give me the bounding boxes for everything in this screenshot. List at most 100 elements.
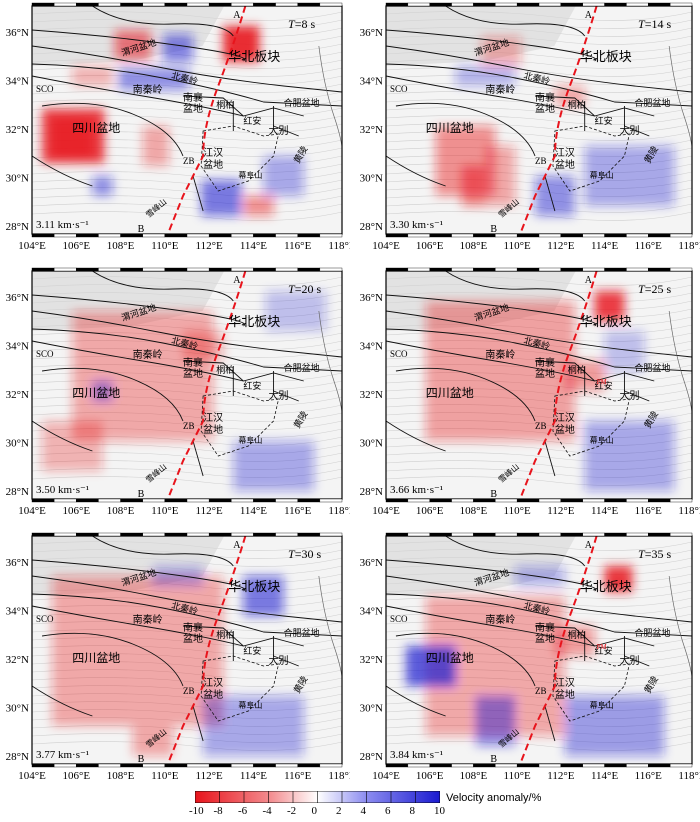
lat-tick-label: 34°N xyxy=(6,341,29,353)
lon-tick-label: 118°E xyxy=(328,505,350,517)
colorbar xyxy=(194,790,441,804)
lon-tick-label: 114°E xyxy=(240,770,267,782)
label-nanxiang: 南襄 xyxy=(183,621,203,634)
lon-tick-label: 110°E xyxy=(504,505,531,517)
gravity-gradient-line xyxy=(519,271,598,499)
label-north-china: 华北板块 xyxy=(580,49,632,64)
label-hongan: 红安 xyxy=(243,645,261,656)
label-b: B xyxy=(138,224,145,235)
reference-velocity: 3.66 km·s⁻¹ xyxy=(390,484,443,496)
period-label: T=14 s xyxy=(638,17,671,31)
label-nanxiang-2: 盆地 xyxy=(535,367,555,380)
lon-tick-label: 118°E xyxy=(678,505,700,517)
velocity-anomaly-field xyxy=(425,291,675,491)
label-a: A xyxy=(233,275,241,286)
label-jianghan-2: 盆地 xyxy=(203,423,223,436)
lon-tick-label: 108°E xyxy=(460,505,488,517)
label-jianghan: 江汉 xyxy=(203,677,223,689)
tectonic-boundary xyxy=(386,294,597,327)
colorbar-tick: 8 xyxy=(409,805,416,817)
colorbar-tick: -6 xyxy=(238,805,248,817)
label-hefei-basin: 合肥盆地 xyxy=(634,97,670,108)
lon-tick-label: 110°E xyxy=(504,240,531,252)
lon-tick-label: 116°E xyxy=(635,770,662,782)
tectonic-boundary xyxy=(386,420,446,452)
lon-tick-label: 114°E xyxy=(240,505,267,517)
label-a: A xyxy=(233,10,241,21)
tectonic-boundary xyxy=(386,45,692,93)
period-prefix: T xyxy=(638,547,646,561)
lon-tick-label: 112°E xyxy=(196,505,223,517)
lon-tick-label: 108°E xyxy=(460,770,488,782)
tectonic-boundary xyxy=(395,632,536,687)
gravity-gradient-line xyxy=(519,536,598,764)
tectonic-boundary xyxy=(32,155,93,187)
period-value: =30 s xyxy=(295,547,322,561)
lon-tick-label: 118°E xyxy=(678,770,700,782)
lat-tick-label: 34°N xyxy=(360,76,383,88)
label-south-qinling: 南秦岭 xyxy=(485,348,515,361)
label-zb: ZB xyxy=(535,686,547,696)
lon-tick-label: 106°E xyxy=(416,505,444,517)
gravity-gradient-line xyxy=(166,6,247,234)
lon-tick-label: 110°E xyxy=(151,770,178,782)
lat-tick-label: 36°N xyxy=(360,292,383,304)
tectonic-boundary xyxy=(386,605,595,647)
colorbar-tick: -2 xyxy=(287,805,297,817)
tectonic-boundary xyxy=(32,575,342,623)
label-tongbai: 桐柏 xyxy=(216,364,234,375)
colorbar-tick: 10 xyxy=(434,805,445,817)
coastline xyxy=(668,575,692,686)
period-label: T=8 s xyxy=(288,17,315,31)
lat-tick-label: 28°N xyxy=(6,486,29,498)
label-hongan: 红安 xyxy=(243,380,261,391)
label-hefei-basin: 合肥盆地 xyxy=(634,627,670,638)
lon-tick-label: 112°E xyxy=(547,505,574,517)
lat-tick-label: 30°N xyxy=(360,438,383,450)
tectonic-boundary xyxy=(32,310,342,358)
tectonic-boundary xyxy=(386,685,446,717)
label-dabie: 大别 xyxy=(619,654,639,667)
lon-tick-label: 106°E xyxy=(62,505,90,517)
label-hongan: 红安 xyxy=(595,380,613,391)
label-sichuan-basin: 四川盆地 xyxy=(426,386,474,400)
label-jianghan: 江汉 xyxy=(203,147,223,159)
lon-tick-label: 104°E xyxy=(372,770,400,782)
label-mufu: 幕阜山 xyxy=(590,435,614,445)
lat-tick-label: 28°N xyxy=(360,751,383,763)
label-zb: ZB xyxy=(183,686,195,696)
label-b: B xyxy=(138,489,145,500)
tectonic-boundary xyxy=(535,360,655,382)
tectonic-boundary xyxy=(386,575,692,623)
period-label: T=35 s xyxy=(638,547,671,561)
label-dabie: 大别 xyxy=(269,389,289,402)
label-sichuan-basin: 四川盆地 xyxy=(72,386,120,400)
tectonic-boundary xyxy=(41,367,184,422)
tectonic-boundary xyxy=(32,328,342,372)
tectonic-boundary xyxy=(544,440,556,477)
label-north-china: 华北板块 xyxy=(228,49,280,64)
lat-tick-label: 28°N xyxy=(360,221,383,233)
label-jianghan-2: 盆地 xyxy=(203,688,223,701)
label-sichuan-basin: 四川盆地 xyxy=(72,121,120,135)
tectonic-boundary xyxy=(273,636,299,667)
label-nanxiang-2: 盆地 xyxy=(183,632,203,645)
period-value: =20 s xyxy=(295,282,322,296)
reference-velocity: 3.11 km·s⁻¹ xyxy=(36,219,89,231)
lat-tick-label: 30°N xyxy=(360,703,383,715)
label-sichuan-basin: 四川盆地 xyxy=(426,121,474,135)
label-sco: SCO xyxy=(36,84,54,94)
tectonic-boundary xyxy=(32,559,246,592)
tectonic-boundary xyxy=(445,536,586,567)
lon-tick-label: 116°E xyxy=(284,770,311,782)
label-hefei-basin: 合肥盆地 xyxy=(284,627,320,638)
map-panel-2: 华北板块 四川盆地 江汉 盆地 渭河盆地 南秦岭 北秦岭 南襄 盆地 桐柏 合肥盆地 红安 大别 黄陵 幕阜… xyxy=(354,0,700,262)
jianghan-basin-outline xyxy=(552,125,630,192)
label-south-qinling: 南秦岭 xyxy=(133,348,163,361)
lon-tick-label: 108°E xyxy=(107,770,135,782)
label-zb: ZB xyxy=(535,421,547,431)
tectonic-boundary xyxy=(92,536,234,567)
lat-tick-label: 28°N xyxy=(6,221,29,233)
lon-tick-label: 108°E xyxy=(460,240,488,252)
label-north-china: 华北板块 xyxy=(580,314,632,329)
